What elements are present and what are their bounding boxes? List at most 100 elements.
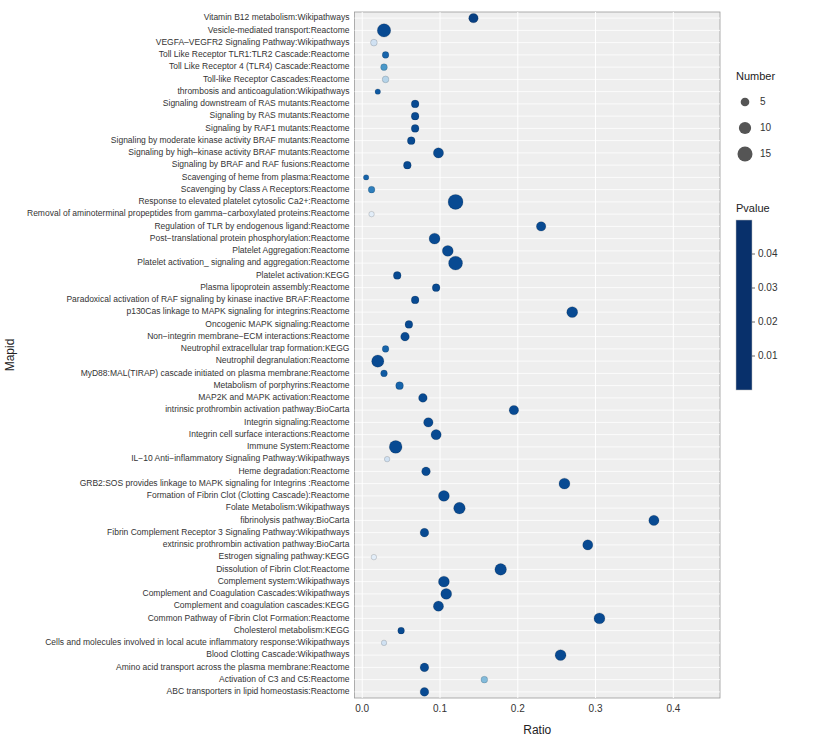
point — [411, 112, 419, 120]
y-grid-line — [354, 434, 720, 435]
point — [438, 576, 449, 587]
y-grid-line — [354, 30, 720, 31]
y-tick-label: Response to elevated platelet cytosolic … — [138, 196, 349, 206]
y-tick-label: thrombosis and anticoagulation:Wikipathw… — [177, 86, 349, 96]
point — [422, 467, 431, 476]
point — [411, 125, 419, 133]
point — [433, 601, 443, 611]
y-grid-line — [354, 544, 720, 545]
y-grid-line — [354, 42, 720, 43]
y-grid-line — [354, 91, 720, 92]
y-grid-line — [354, 667, 720, 668]
size-legend-marker — [741, 98, 750, 107]
y-tick-label: Vitamin B12 metabolism:Wikipathways — [204, 12, 350, 22]
point — [382, 346, 389, 353]
y-tick-label: p130Cas linkage to MAPK signaling for in… — [126, 306, 349, 316]
y-tick-label: Platelet activation_ signaling and aggre… — [137, 257, 349, 267]
colorbar-title: Pvalue — [736, 202, 770, 214]
point — [401, 332, 410, 341]
y-tick-label: Metabolism of porphyrins:Reactome — [213, 380, 349, 390]
x-grid-line — [595, 12, 596, 698]
y-tick-label: Fibrin Complement Receptor 3 Signaling P… — [107, 527, 349, 537]
x-grid-line — [517, 12, 518, 698]
x-grid-line — [362, 12, 363, 698]
y-grid-line — [354, 655, 720, 656]
x-axis-title: Ratio — [523, 723, 551, 737]
point — [381, 64, 388, 71]
y-grid-line — [354, 593, 720, 594]
y-tick-label: Blood Clotting Cascade:Wikipathways — [206, 649, 349, 659]
y-grid-line — [354, 214, 720, 215]
point — [372, 355, 384, 367]
y-grid-line — [354, 373, 720, 374]
y-grid-line — [354, 557, 720, 558]
point — [419, 394, 428, 403]
y-grid-line — [354, 177, 720, 178]
point — [407, 137, 415, 145]
y-grid-line — [354, 495, 720, 496]
y-tick-label: Plasma lipoprotein assembly:Reactome — [200, 282, 350, 292]
point — [382, 76, 389, 83]
y-tick-label: extrinsic prothrombin activation pathway… — [163, 539, 350, 549]
y-tick-label: Integrin cell surface interactions:React… — [189, 429, 350, 439]
y-tick-label: Heme degradation:Reactome — [238, 466, 349, 476]
y-tick-label: Scavenging by Class A Receptors:Reactome — [181, 184, 350, 194]
point — [583, 540, 593, 550]
x-grid-line — [673, 12, 674, 698]
y-axis-title: Mapid — [3, 339, 17, 372]
y-tick-label: Scavenging of heme from plasma:Reactome — [182, 172, 350, 182]
y-grid-line — [354, 312, 720, 313]
y-grid-line — [354, 679, 720, 680]
y-grid-line — [354, 630, 720, 631]
y-tick-labels: Vitamin B12 metabolism:Wikipathways Vesic… — [27, 12, 350, 696]
point — [432, 284, 440, 292]
y-tick-label: Complement system:Wikipathways — [218, 576, 350, 586]
y-tick-label: Dissolution of Fibrin Clot:Reactome — [216, 564, 349, 574]
y-tick-label: Platelet activation:KEGG — [256, 270, 350, 280]
y-grid-line — [354, 410, 720, 411]
y-grid-line — [354, 642, 720, 643]
y-tick-label: Folate Metabolism:Wikipathways — [226, 502, 350, 512]
y-tick-label: Signaling by moderate kinase activity BR… — [111, 135, 350, 145]
point — [368, 186, 375, 193]
y-tick-label: Removal of aminoterminal propeptides fro… — [27, 208, 350, 218]
point — [649, 515, 659, 525]
point — [567, 307, 578, 318]
y-tick-label: Toll Like Receptor 4 (TLR4) Cascade:Reac… — [169, 61, 350, 71]
colorbar-tick-label: 0.02 — [758, 316, 778, 327]
y-tick-label: Cells and molecules involved in local ac… — [45, 637, 349, 647]
y-grid-line — [354, 361, 720, 362]
x-tick-label: 0.3 — [589, 703, 603, 714]
point — [381, 640, 386, 645]
y-grid-line — [354, 618, 720, 619]
y-tick-label: Cholesterol metabolism:KEGG — [234, 625, 350, 635]
y-grid-line — [354, 508, 720, 509]
y-tick-label: Complement and Coagulation Cascades:Wiki… — [143, 588, 350, 598]
y-grid-line — [354, 128, 720, 129]
y-tick-label: ABC transporters in lipid homeostasis:Re… — [167, 686, 350, 696]
y-grid-line — [354, 691, 720, 692]
y-tick-label: Immune System:Reactome — [247, 441, 350, 451]
y-grid-line — [354, 250, 720, 251]
y-grid-line — [354, 532, 720, 533]
point — [377, 24, 390, 37]
y-tick-label: Non−integrin membrane−ECM interactions:R… — [147, 331, 349, 341]
y-grid-line — [354, 385, 720, 386]
x-grid-line — [440, 12, 441, 698]
point — [594, 613, 605, 624]
y-tick-label: Signaling downstream of RAS mutants:Reac… — [163, 98, 350, 108]
y-grid-line — [354, 483, 720, 484]
y-grid-line — [354, 299, 720, 300]
point — [398, 627, 405, 634]
point — [555, 650, 566, 661]
point — [441, 588, 452, 599]
x-tick-label: 0.0 — [355, 703, 369, 714]
y-tick-label: Signaling by RAS mutants:Reactome — [210, 110, 350, 120]
y-tick-label: Post−translational protein phosphorylati… — [150, 233, 350, 243]
point — [382, 52, 389, 59]
y-tick-label: Vesicle-mediated transport:Reactome — [208, 25, 350, 35]
y-grid-line — [354, 287, 720, 288]
x-tick-label: 0.2 — [511, 703, 525, 714]
y-tick-label: Activation of C3 and C5:Reactome — [219, 674, 350, 684]
y-tick-label: Integrin signaling:Reactome — [244, 417, 350, 427]
